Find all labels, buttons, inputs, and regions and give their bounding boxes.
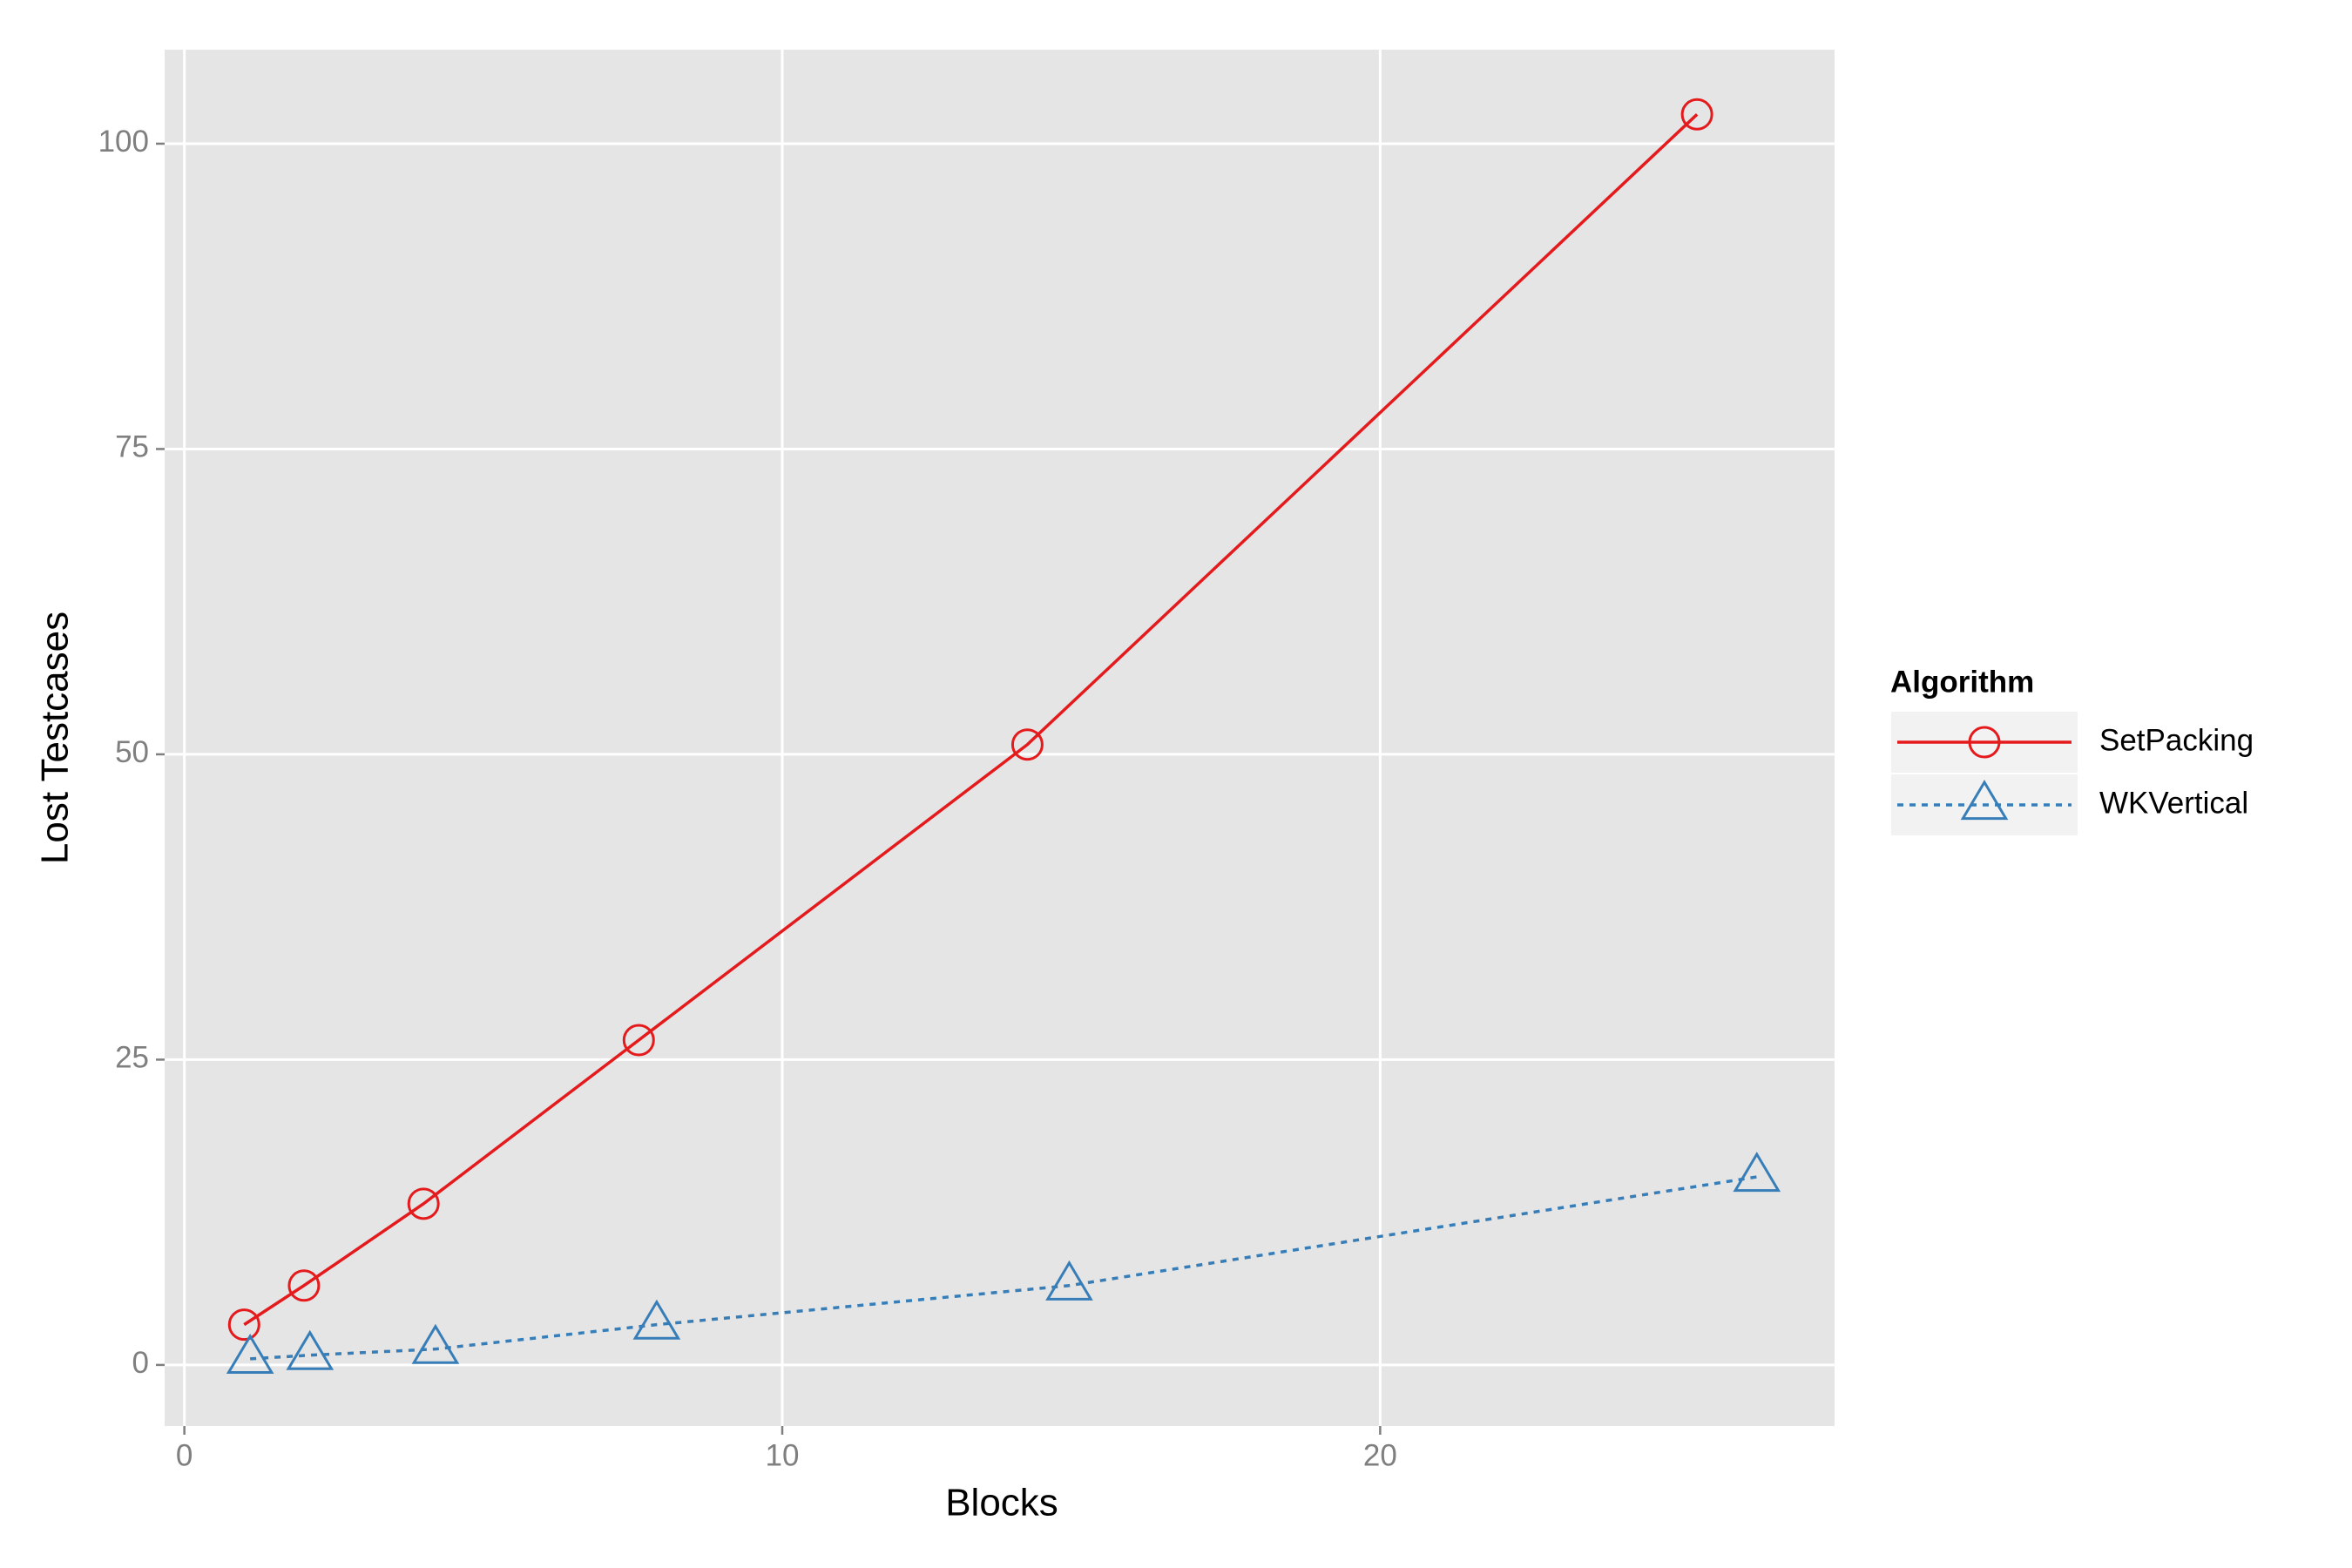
x-axis-label: Blocks (945, 1482, 1058, 1524)
marker (411, 1323, 460, 1364)
x-tick-label: 20 (1363, 1438, 1397, 1472)
y-tick-label: 25 (115, 1041, 149, 1075)
marker (1045, 1260, 1093, 1301)
marker (1680, 98, 1713, 131)
y-axis-label: Lost Testcases (34, 612, 77, 864)
marker (227, 1308, 260, 1342)
legend-marker (1960, 780, 2009, 821)
marker (632, 1299, 681, 1340)
marker (286, 1329, 335, 1370)
plot-panel (165, 50, 1835, 1426)
legend-label: SetPacking (2099, 723, 2254, 757)
y-tick-label: 0 (132, 1346, 149, 1380)
legend-title: Algorithm (1890, 665, 2034, 699)
y-tick-label: 75 (115, 430, 149, 464)
series-line (250, 1175, 1758, 1361)
legend-marker (1968, 726, 2001, 759)
y-tick-label: 50 (115, 735, 149, 769)
marker (287, 1269, 321, 1302)
x-tick-label: 0 (176, 1438, 193, 1472)
marker (407, 1187, 440, 1220)
marker (1733, 1152, 1781, 1193)
marker (226, 1333, 274, 1374)
x-tick-label: 10 (766, 1438, 800, 1472)
marker (1010, 728, 1044, 761)
y-tick-label: 100 (98, 125, 149, 159)
legend-label: WKVertical (2099, 786, 2248, 820)
marker (622, 1024, 655, 1057)
series-line (243, 113, 1699, 1327)
